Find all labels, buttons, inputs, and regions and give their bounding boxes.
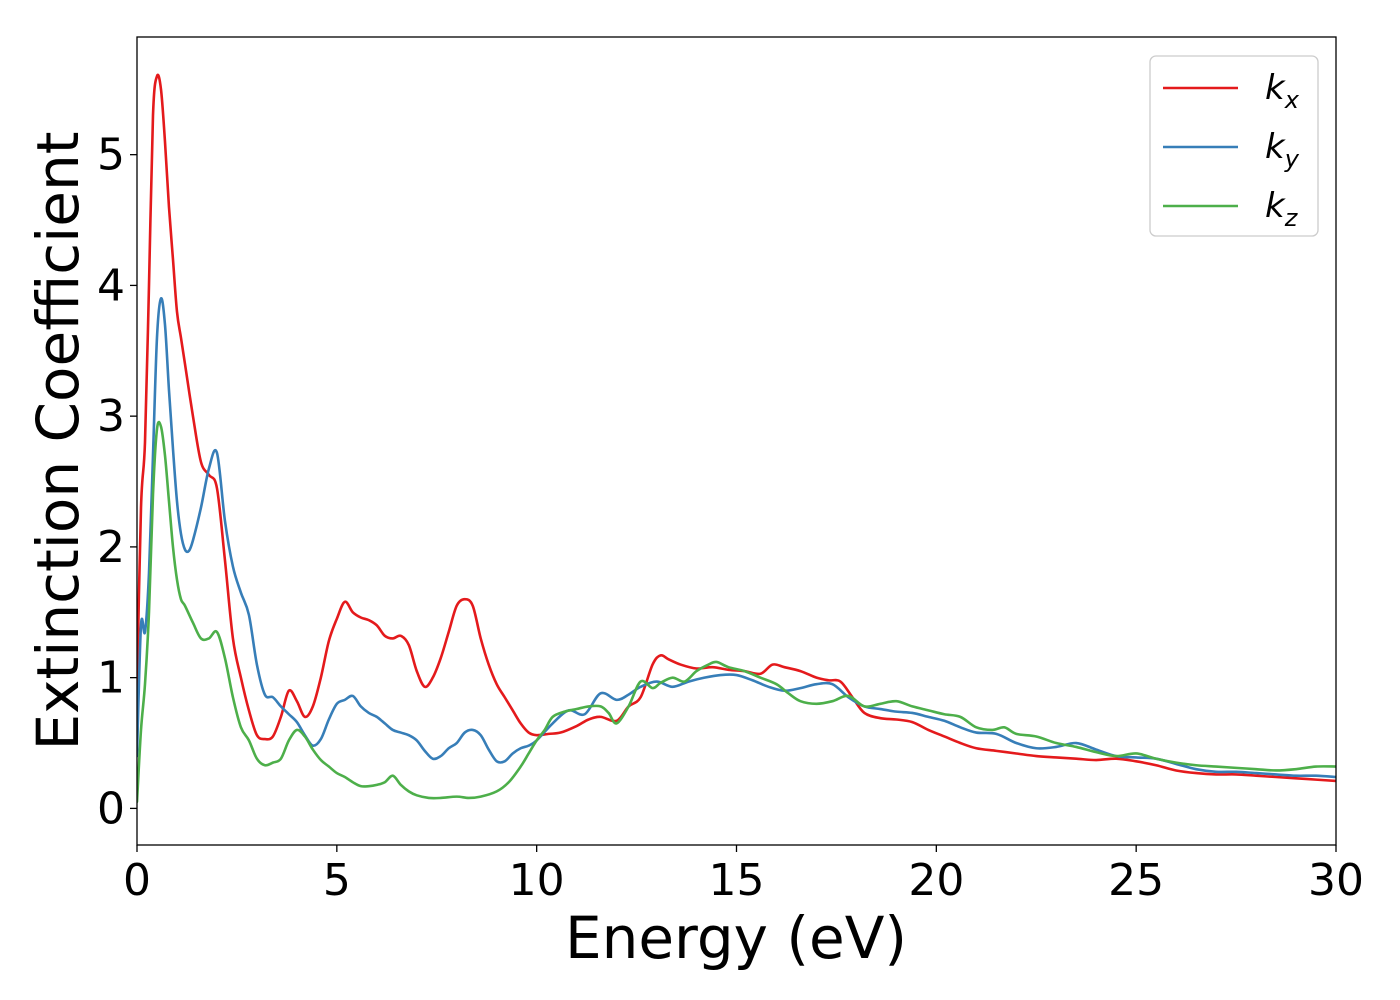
y-tick-label: 0 xyxy=(97,783,125,834)
x-tick-label: 10 xyxy=(509,855,565,906)
legend-label-k-z: kz xyxy=(1265,186,1299,232)
y-tick-label: 1 xyxy=(97,653,125,704)
y-tick-label: 4 xyxy=(97,260,125,311)
legend-label-k-y: ky xyxy=(1265,127,1300,173)
series-line-k-x xyxy=(137,73,1336,783)
series-line-k-y xyxy=(137,297,1336,779)
y-tick-label: 5 xyxy=(97,130,125,181)
legend-items: kx ky kz xyxy=(1163,68,1300,232)
x-tick-label: 20 xyxy=(908,855,964,906)
y-tick-label: 3 xyxy=(97,391,125,442)
series-layer xyxy=(137,73,1336,804)
x-axis-title: Energy (eV) xyxy=(565,904,907,972)
x-tick-label: 30 xyxy=(1308,855,1364,906)
y-axis-ticks: 0 1 2 3 4 5 xyxy=(97,130,137,834)
x-tick-label: 25 xyxy=(1108,855,1164,906)
x-axis-ticks: 0 5 10 15 20 25 30 xyxy=(123,845,1364,906)
x-tick-label: 0 xyxy=(123,855,151,906)
legend: kx ky kz xyxy=(1149,55,1319,237)
x-tick-label: 5 xyxy=(323,855,351,906)
y-tick-label: 2 xyxy=(97,522,125,573)
x-tick-label: 15 xyxy=(709,855,765,906)
y-axis-title: Extinction Coefficient xyxy=(24,132,92,751)
legend-label-k-x: kx xyxy=(1265,68,1300,114)
series-line-k-z xyxy=(137,420,1336,804)
